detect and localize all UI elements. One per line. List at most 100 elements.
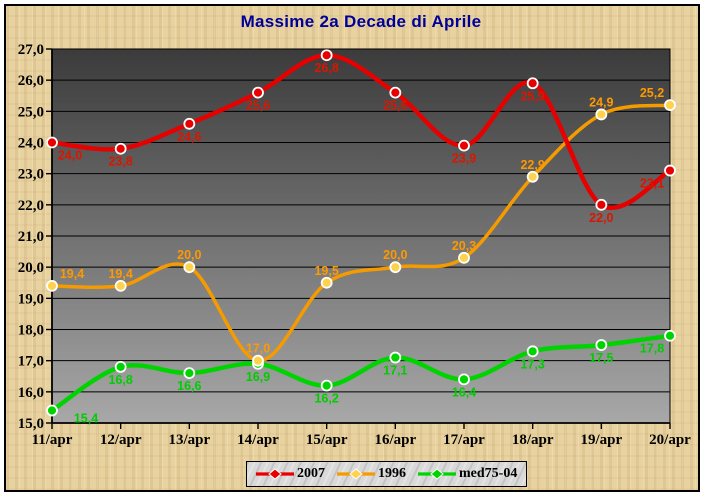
data-point-1996-9 <box>664 99 676 111</box>
data-point-2007-0 <box>46 136 58 149</box>
legend-marker-icon <box>268 468 282 480</box>
data-label-1996-1: 19,4 <box>108 267 132 281</box>
data-point-1996-0 <box>46 279 58 292</box>
data-label-1996-9: 25,2 <box>640 86 664 100</box>
y-axis-label: 20,0 <box>18 260 44 276</box>
chart-title: Massime 2a Decade di Aprile <box>240 12 482 31</box>
data-label-med75-04-8: 17,5 <box>589 351 613 365</box>
data-point-2007-9 <box>664 164 676 177</box>
data-label-med75-04-3: 16,9 <box>246 370 270 384</box>
data-point-2007-8 <box>595 198 608 211</box>
data-label-1996-5: 20,0 <box>383 248 407 262</box>
data-point-1996-5 <box>389 261 402 274</box>
y-axis-label: 26,0 <box>18 73 44 89</box>
data-point-med75-04-6 <box>458 373 470 386</box>
y-axis-label: 23,0 <box>18 167 44 183</box>
data-point-2007-5 <box>389 86 402 99</box>
data-label-1996-0: 19,4 <box>60 267 84 281</box>
data-label-med75-04-6: 16,4 <box>452 385 476 399</box>
data-label-med75-04-2: 16,6 <box>177 379 201 393</box>
x-axis-label: 14/apr <box>237 432 279 448</box>
chart-legend: 2007 1996 med75-04 <box>246 461 528 487</box>
data-label-2007-6: 23,9 <box>452 152 476 166</box>
data-label-2007-9: 23,1 <box>640 177 664 191</box>
series-line-med75-04 <box>49 333 673 413</box>
data-point-1996-2 <box>183 261 196 274</box>
data-point-1996-4 <box>320 276 333 289</box>
data-point-med75-04-9 <box>664 329 676 342</box>
data-point-med75-04-8 <box>595 339 608 351</box>
data-label-2007-2: 24,6 <box>177 130 201 144</box>
data-point-2007-3 <box>252 86 264 99</box>
data-label-2007-0: 24,0 <box>58 149 82 163</box>
data-point-med75-04-7 <box>526 345 539 358</box>
x-axis-label: 19/apr <box>580 432 622 448</box>
data-point-1996-3 <box>252 354 264 367</box>
y-axis-label: 21,0 <box>18 229 44 245</box>
data-label-2007-5: 25,6 <box>383 99 407 113</box>
data-label-med75-04-1: 16,8 <box>108 373 132 387</box>
legend-swatch-med75-04-icon <box>418 468 456 480</box>
legend-label-med75-04: med75-04 <box>459 466 518 481</box>
data-point-2007-6 <box>458 139 470 152</box>
data-label-2007-4: 26,8 <box>314 61 338 75</box>
legend-marker-icon <box>349 468 363 480</box>
data-point-1996-6 <box>458 251 470 264</box>
x-axis-label: 20/apr <box>649 432 691 448</box>
data-label-med75-04-9: 17,8 <box>640 342 664 356</box>
data-point-med75-04-1 <box>114 360 127 373</box>
legend-marker-icon <box>430 468 444 480</box>
x-axis-label: 13/apr <box>168 432 210 448</box>
x-axis-label: 12/apr <box>100 432 142 448</box>
y-axis-label: 17,0 <box>18 354 44 370</box>
data-point-med75-04-2 <box>183 367 196 380</box>
data-label-1996-4: 19,5 <box>314 264 338 278</box>
legend-item-1996: 1996 <box>337 466 406 482</box>
legend-label-2007: 2007 <box>297 466 325 481</box>
x-axis-label: 16/apr <box>374 432 416 448</box>
data-point-med75-04-4 <box>320 379 333 392</box>
series-line-2007 <box>49 52 673 210</box>
y-axis-label: 16,0 <box>18 385 44 401</box>
data-point-2007-7 <box>526 77 539 90</box>
data-label-2007-7: 25,9 <box>520 89 544 103</box>
y-axis-label: 27,0 <box>18 42 44 58</box>
data-label-med75-04-0: 15,4 <box>74 412 98 426</box>
data-label-1996-2: 20,0 <box>177 248 201 262</box>
data-point-1996-1 <box>114 279 127 292</box>
data-point-1996-7 <box>526 170 539 183</box>
legend-label-1996: 1996 <box>378 466 406 481</box>
data-label-med75-04-5: 17,1 <box>383 364 407 378</box>
data-label-2007-3: 25,6 <box>246 99 270 113</box>
y-axis-label: 19,0 <box>18 291 44 307</box>
data-point-med75-04-5 <box>389 351 402 364</box>
data-label-med75-04-7: 17,3 <box>520 357 544 371</box>
data-label-1996-7: 22,9 <box>520 158 544 172</box>
data-point-2007-4 <box>320 49 333 62</box>
series-line-1996 <box>50 103 672 363</box>
data-label-1996-3: 17,0 <box>246 342 270 356</box>
y-axis-label: 25,0 <box>18 104 44 120</box>
y-axis-label: 24,0 <box>18 136 44 152</box>
data-point-1996-8 <box>595 108 608 121</box>
legend-swatch-1996-icon <box>337 468 375 480</box>
data-label-2007-1: 23,8 <box>108 155 132 169</box>
x-axis-label: 17/apr <box>443 432 485 448</box>
y-axis-label: 18,0 <box>18 323 44 339</box>
x-axis-label: 18/apr <box>512 432 554 448</box>
data-label-1996-8: 24,9 <box>589 95 613 109</box>
data-point-2007-2 <box>183 117 196 130</box>
data-point-med75-04-0 <box>46 404 58 417</box>
x-axis-label: 11/apr <box>32 432 73 448</box>
y-axis-label: 22,0 <box>18 198 44 214</box>
y-axis-label: 15,0 <box>18 416 44 432</box>
data-label-2007-8: 22,0 <box>589 211 613 225</box>
x-axis-label: 15/apr <box>306 432 348 448</box>
legend-item-med75-04: med75-04 <box>418 466 517 482</box>
legend-swatch-2007-icon <box>256 468 294 480</box>
data-label-med75-04-4: 16,2 <box>314 392 338 406</box>
data-point-2007-1 <box>114 142 127 155</box>
legend-item-2007: 2007 <box>256 466 325 482</box>
